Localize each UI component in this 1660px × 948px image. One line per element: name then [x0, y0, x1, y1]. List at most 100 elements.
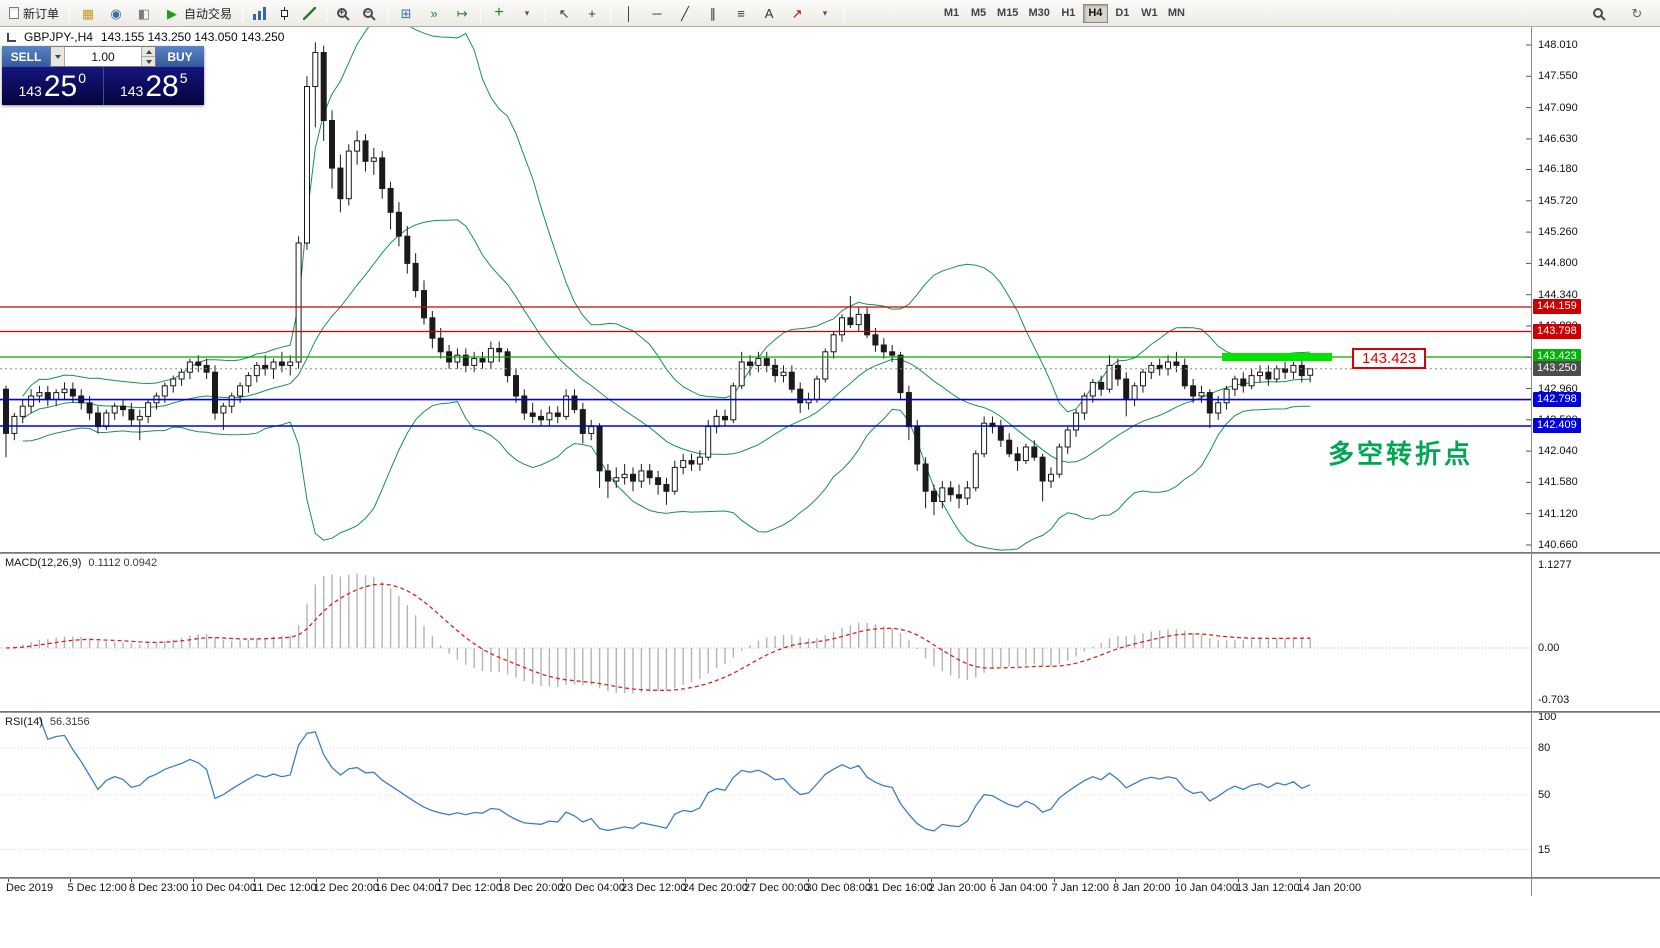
- page-icon: [9, 7, 19, 19]
- crosshair-button[interactable]: +: [578, 2, 606, 24]
- auto-scroll-button[interactable]: »: [420, 2, 448, 24]
- tile-windows-button[interactable]: ⊞: [392, 2, 420, 24]
- buy-price-sup: 5: [179, 70, 188, 86]
- panel-separator[interactable]: [0, 552, 1660, 554]
- rsi-name: RSI(14): [5, 716, 43, 728]
- time-axis-label: 30 Dec 08:00: [805, 882, 871, 894]
- time-axis-label: 10 Jan 04:00: [1174, 882, 1239, 894]
- sell-price-button[interactable]: 143 25 0: [2, 67, 103, 105]
- sell-price-main: 25: [43, 70, 78, 103]
- timeframe-m30[interactable]: M30: [1028, 7, 1050, 19]
- chart-symbol: GBPJPY-,H4: [24, 30, 93, 44]
- indicators-button[interactable]: +: [485, 2, 513, 24]
- new-order-button[interactable]: 新订单: [3, 2, 65, 24]
- buy-button[interactable]: BUY: [156, 46, 204, 67]
- toolbar-separator: [242, 4, 244, 22]
- line-chart-button[interactable]: [297, 2, 322, 24]
- volume-dropdown-button[interactable]: [51, 47, 65, 66]
- timeframe-d1[interactable]: D1: [1115, 7, 1130, 19]
- time-tick: [623, 879, 624, 882]
- time-tick: [500, 879, 501, 882]
- macd-axis-label: 0.00: [1538, 642, 1560, 654]
- zoom-in-button[interactable]: [331, 2, 357, 24]
- price-tag: 142.798: [1533, 391, 1581, 407]
- timeframe-h1[interactable]: H1: [1061, 7, 1076, 19]
- vertical-line-button[interactable]: │: [615, 2, 643, 24]
- timeframe-m1[interactable]: M1: [943, 7, 960, 19]
- text-label-button[interactable]: A: [755, 2, 783, 24]
- bar-chart-button[interactable]: [247, 2, 272, 24]
- timeframe-w1[interactable]: W1: [1141, 7, 1158, 19]
- volume-box: [50, 46, 156, 67]
- time-tick: [561, 879, 563, 882]
- auto-trading-button[interactable]: ▶ 自动交易: [158, 2, 238, 24]
- arrows-button[interactable]: ↗: [783, 2, 811, 24]
- time-tick: [254, 879, 255, 882]
- chart-window[interactable]: GBPJPY-,H4 143.155 143.250 143.050 143.2…: [0, 27, 1531, 552]
- sell-price-sup: 0: [78, 70, 87, 86]
- channel-button[interactable]: ∥: [699, 2, 727, 24]
- time-tick: [438, 879, 440, 882]
- fibonacci-button[interactable]: ≡: [727, 2, 755, 24]
- price-scale[interactable]: 148.010 147.550 147.090 146.630 146.180 145.7…: [1532, 27, 1660, 896]
- volume-input[interactable]: [65, 47, 141, 66]
- rsi-axis-label: 50: [1538, 789, 1551, 801]
- time-tick: [377, 879, 378, 882]
- price-axis-label: 141.580: [1538, 476, 1578, 489]
- volume-stepper: [141, 47, 155, 66]
- candlestick-icon: [278, 6, 292, 20]
- toolbar: 新订单 ▦ ◉ ◧ ▶ 自动交易 ⊞ » ↦ + ▾ ↖ + │ ─ ╱ ∥ ≡ A ↗ ▾ M1 M5 M15 M30 H1 H…: [0, 0, 1660, 27]
- time-axis-label: 7 Jan 12:00: [1051, 882, 1110, 894]
- market-watch-button[interactable]: ◧: [130, 2, 158, 24]
- macd-label: MACD(12,26,9) 0.1112 0.0942: [5, 557, 157, 569]
- price-axis-label: 142.040: [1538, 445, 1578, 458]
- toolbar-separator: [610, 4, 612, 22]
- arrow-icon: ↗: [791, 5, 803, 21]
- rsi-panel[interactable]: [0, 713, 1531, 877]
- sell-button[interactable]: SELL: [2, 46, 50, 67]
- time-tick: [192, 879, 194, 882]
- macd-name: MACD(12,26,9): [5, 557, 82, 569]
- cursor-button[interactable]: ↖: [550, 2, 578, 24]
- timeframe-m15[interactable]: M15: [997, 7, 1019, 19]
- trendline-button[interactable]: ╱: [671, 2, 699, 24]
- time-axis-label: 8 Jan 20:00: [1113, 882, 1171, 894]
- toolbar-separator: [843, 4, 845, 22]
- search-button[interactable]: [1587, 2, 1613, 24]
- time-tick: [131, 879, 132, 882]
- indicators-dropdown[interactable]: ▾: [513, 2, 541, 24]
- buy-price-button[interactable]: 143 28 5: [102, 67, 205, 105]
- timeframe-m5[interactable]: M5: [970, 7, 987, 19]
- price-axis-label: 142.960: [1538, 382, 1578, 395]
- time-tick: [315, 879, 317, 882]
- panel-separator[interactable]: [0, 711, 1660, 713]
- price-axis-label: 147.550: [1538, 70, 1578, 83]
- time-tick: [69, 879, 71, 882]
- chart-window-button[interactable]: ▦: [74, 2, 102, 24]
- macd-panel[interactable]: [0, 554, 1531, 711]
- zoom-out-button[interactable]: [357, 2, 383, 24]
- chart-shift-icon: ↦: [456, 5, 468, 21]
- volume-up-button[interactable]: [141, 47, 155, 56]
- macd-axis-label: -0.703: [1538, 693, 1570, 706]
- chart-shift-button[interactable]: ↦: [448, 2, 476, 24]
- rsi-axis-label: 80: [1538, 742, 1551, 755]
- timeframe-h4[interactable]: H4: [1082, 3, 1108, 23]
- refresh-button[interactable]: ↻: [1623, 2, 1651, 24]
- volume-down-button[interactable]: [141, 56, 155, 66]
- price-chart[interactable]: [0, 27, 1531, 552]
- price-callout-label[interactable]: 143.423: [1352, 348, 1427, 369]
- panel-separator[interactable]: [0, 877, 1660, 879]
- bar-chart-icon: [253, 6, 267, 20]
- chinese-annotation[interactable]: 多空转折点: [1328, 439, 1474, 469]
- price-axis-label: 141.120: [1538, 507, 1578, 520]
- objects-dropdown[interactable]: ▾: [811, 2, 839, 24]
- horizontal-line-button[interactable]: ─: [643, 2, 671, 24]
- time-axis[interactable]: Dec 2019 5 Dec 12:00 8 Dec 23:00 10 Dec 04:…: [0, 879, 1531, 896]
- trendline-icon: ╱: [681, 5, 689, 21]
- time-axis-label: 6 Jan 04:00: [990, 882, 1048, 894]
- time-axis-label: 5 Dec 12:00: [67, 882, 127, 894]
- candlestick-chart-button[interactable]: [272, 2, 297, 24]
- timeframe-mn[interactable]: MN: [1167, 7, 1185, 19]
- profiles-button[interactable]: ◉: [102, 2, 130, 24]
